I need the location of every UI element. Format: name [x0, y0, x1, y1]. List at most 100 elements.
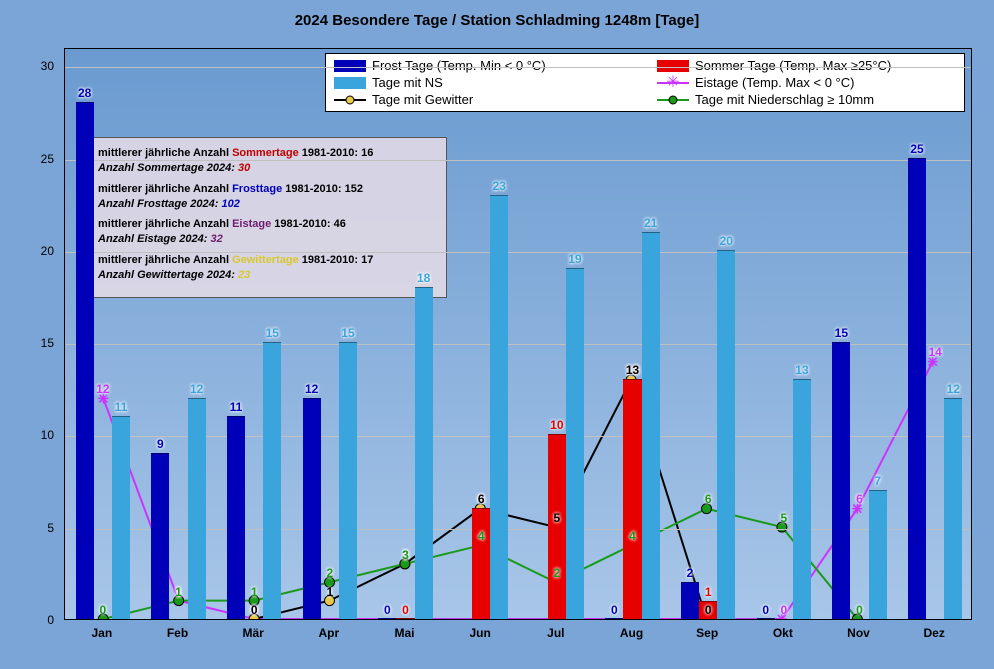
line-value-label: 1	[175, 584, 182, 598]
bar-value-label: 12	[177, 382, 217, 396]
line-value-label: 0	[705, 603, 712, 617]
x-tick-label: Nov	[847, 626, 870, 640]
legend-label: Frost Tage (Temp. Min < 0 °C)	[372, 58, 546, 73]
legend-item: Tage mit NS	[334, 75, 633, 90]
x-tick-label: Jan	[91, 626, 112, 640]
legend-label: Tage mit Niederschlag ≥ 10mm	[695, 92, 874, 107]
bar	[908, 158, 926, 619]
x-tick-label: Dez	[923, 626, 944, 640]
info-row-current: Anzahl Sommertage 2024: 30	[98, 161, 436, 176]
bar-value-label: 12	[292, 382, 332, 396]
line-value-label: 1	[251, 584, 258, 598]
grid-line	[65, 67, 971, 68]
line-value-label: 2	[553, 566, 560, 580]
y-tick-label: 10	[41, 428, 54, 442]
legend-label: Eistage (Temp. Max < 0 °C)	[695, 75, 854, 90]
bar	[944, 398, 962, 619]
bar-value-label: 12	[933, 382, 973, 396]
bar	[717, 250, 735, 619]
bar-value-label: 18	[404, 271, 444, 285]
chart-container: 2024 Besondere Tage / Station Schladming…	[0, 0, 994, 669]
line-value-label: 0	[99, 603, 106, 617]
bar-value-label: 7	[858, 474, 898, 488]
info-row-current: Anzahl Frosttage 2024: 102	[98, 197, 436, 212]
bar-value-label: 13	[782, 363, 822, 377]
bar-value-label: 15	[328, 326, 368, 340]
info-row-historic: mittlerer jährliche Anzahl Gewittertage …	[98, 253, 436, 268]
legend-swatch	[334, 60, 366, 72]
bar-value-label: 23	[479, 179, 519, 193]
bar-value-label: 9	[140, 437, 180, 451]
bar	[793, 379, 811, 619]
legend-label: Tage mit NS	[372, 75, 443, 90]
line-value-label: 2	[326, 566, 333, 580]
y-tick-label: 0	[47, 613, 54, 627]
legend-item: Frost Tage (Temp. Min < 0 °C)	[334, 58, 633, 73]
bar	[605, 618, 623, 619]
x-tick-label: Mai	[394, 626, 414, 640]
bar	[415, 287, 433, 619]
bar	[548, 434, 566, 619]
bar	[396, 618, 414, 619]
legend-item: Tage mit Niederschlag ≥ 10mm	[657, 92, 956, 107]
bar	[642, 232, 660, 619]
x-tick-label: Okt	[773, 626, 793, 640]
bar-value-label: 20	[706, 234, 746, 248]
plot-area: Frost Tage (Temp. Min < 0 °C)Sommer Tage…	[64, 48, 972, 620]
line-value-label: 6	[856, 492, 863, 506]
bar-value-label: 15	[252, 326, 292, 340]
bar-value-label: 28	[65, 86, 105, 100]
legend-swatch	[657, 60, 689, 72]
info-row-historic: mittlerer jährliche Anzahl Eistage 1981-…	[98, 217, 436, 232]
bar-value-label: 21	[631, 216, 671, 230]
grid-line	[65, 252, 971, 253]
line-value-label: 6	[478, 492, 485, 506]
bar-value-label: 19	[555, 252, 595, 266]
x-tick-label: Jul	[547, 626, 564, 640]
line-value-label: 13	[626, 363, 639, 377]
line-value-label: 12	[96, 381, 109, 395]
line-value-label: 14	[928, 344, 941, 358]
bar-value-label: 15	[821, 326, 861, 340]
x-tick-label: Jun	[469, 626, 490, 640]
bar	[227, 416, 245, 619]
line-value-label: 0	[251, 603, 258, 617]
line-value-label: 0	[856, 603, 863, 617]
bar	[303, 398, 321, 619]
bar-value-label: 25	[897, 142, 937, 156]
bar-value-label: 11	[101, 400, 141, 414]
bar-value-label: 11	[216, 400, 256, 414]
bar	[263, 342, 281, 619]
legend-line	[657, 99, 689, 101]
bar	[151, 453, 169, 619]
line-value-label: 1	[326, 584, 333, 598]
line-value-label: 0	[780, 603, 787, 617]
y-tick-label: 20	[41, 244, 54, 258]
legend-label: Tage mit Gewitter	[372, 92, 473, 107]
x-axis: JanFebMärAprMaiJunJulAugSepOktNovDez	[64, 622, 972, 652]
bar	[472, 508, 490, 619]
bar	[832, 342, 850, 619]
y-tick-label: 15	[41, 336, 54, 350]
bar	[869, 490, 887, 619]
bar	[490, 195, 508, 619]
y-axis: 051015202530	[0, 48, 60, 620]
bar	[566, 268, 584, 619]
info-box: mittlerer jährliche Anzahl Sommertage 19…	[87, 137, 447, 298]
bar-value-label: 2	[670, 566, 710, 580]
legend: Frost Tage (Temp. Min < 0 °C)Sommer Tage…	[325, 53, 965, 112]
line-value-label: 4	[629, 529, 636, 543]
line-value-label: 4	[478, 529, 485, 543]
chart-title: 2024 Besondere Tage / Station Schladming…	[0, 0, 994, 37]
x-tick-label: Apr	[318, 626, 339, 640]
bar	[76, 102, 94, 619]
legend-item: ✳Eistage (Temp. Max < 0 °C)	[657, 75, 956, 90]
x-tick-label: Mär	[242, 626, 263, 640]
bar	[378, 618, 396, 619]
bar	[623, 379, 641, 619]
y-tick-label: 25	[41, 152, 54, 166]
info-row-historic: mittlerer jährliche Anzahl Sommertage 19…	[98, 146, 436, 161]
info-row-current: Anzahl Eistage 2024: 32	[98, 232, 436, 247]
line-value-label: 5	[553, 511, 560, 525]
x-tick-label: Feb	[167, 626, 188, 640]
